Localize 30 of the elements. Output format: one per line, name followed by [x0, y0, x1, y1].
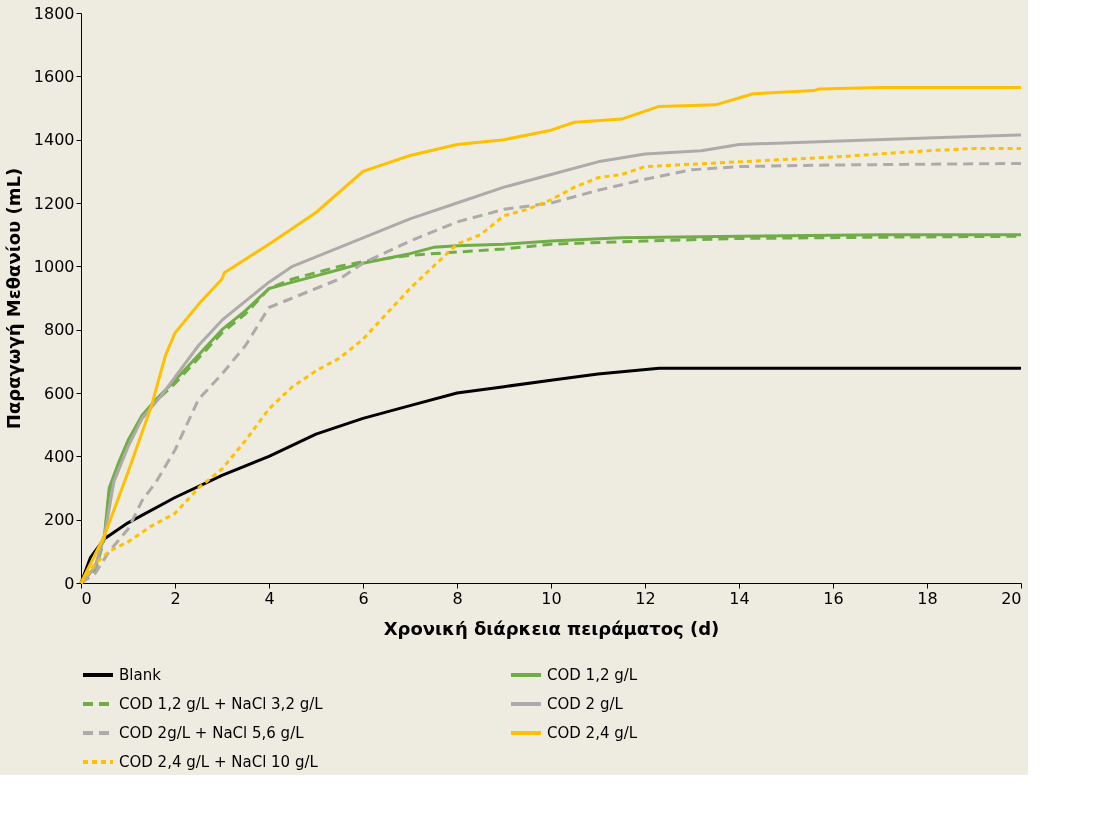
x-tick-label: 4: [264, 588, 275, 608]
x-tick-label: 10: [541, 588, 562, 608]
y-tick-label: 1600: [33, 66, 75, 86]
y-tick-label: 800: [43, 320, 75, 340]
y-tick-label: 200: [43, 510, 75, 530]
x-axis-title: Χρονική διάρκεια πειράματος (d): [383, 617, 720, 639]
y-tick-label: 0: [64, 573, 75, 593]
y-tick-label: 1200: [33, 193, 75, 213]
legend-label: COD 1,2 g/L + NaCl 3,2 g/L: [119, 695, 324, 713]
legend-label: COD 2,4 g/L + NaCl 10 g/L: [119, 753, 319, 771]
y-tick-label: 1000: [33, 256, 75, 276]
y-axis-title: Παραγωγή Μεθανίου (mL): [2, 167, 24, 430]
x-tick-label: 6: [358, 588, 369, 608]
x-tick-label: 14: [729, 588, 750, 608]
y-tick-label: 1800: [33, 3, 75, 23]
y-tick-label: 1400: [33, 130, 75, 150]
x-tick-label: 18: [917, 588, 938, 608]
x-tick-label: 0: [81, 588, 92, 608]
y-tick-label: 400: [43, 446, 75, 466]
x-tick-label: 20: [1001, 588, 1022, 608]
legend-label: COD 1,2 g/L: [547, 666, 638, 684]
x-tick-label: 8: [452, 588, 463, 608]
x-tick-label: 12: [635, 588, 656, 608]
legend-label: Blank: [119, 666, 162, 684]
legend-label: COD 2g/L + NaCl 5,6 g/L: [119, 724, 305, 742]
legend-label: COD 2 g/L: [547, 695, 624, 713]
legend-label: COD 2,4 g/L: [547, 724, 638, 742]
x-tick-label: 16: [823, 588, 844, 608]
y-tick-label: 600: [43, 383, 75, 403]
x-tick-label: 2: [170, 588, 181, 608]
